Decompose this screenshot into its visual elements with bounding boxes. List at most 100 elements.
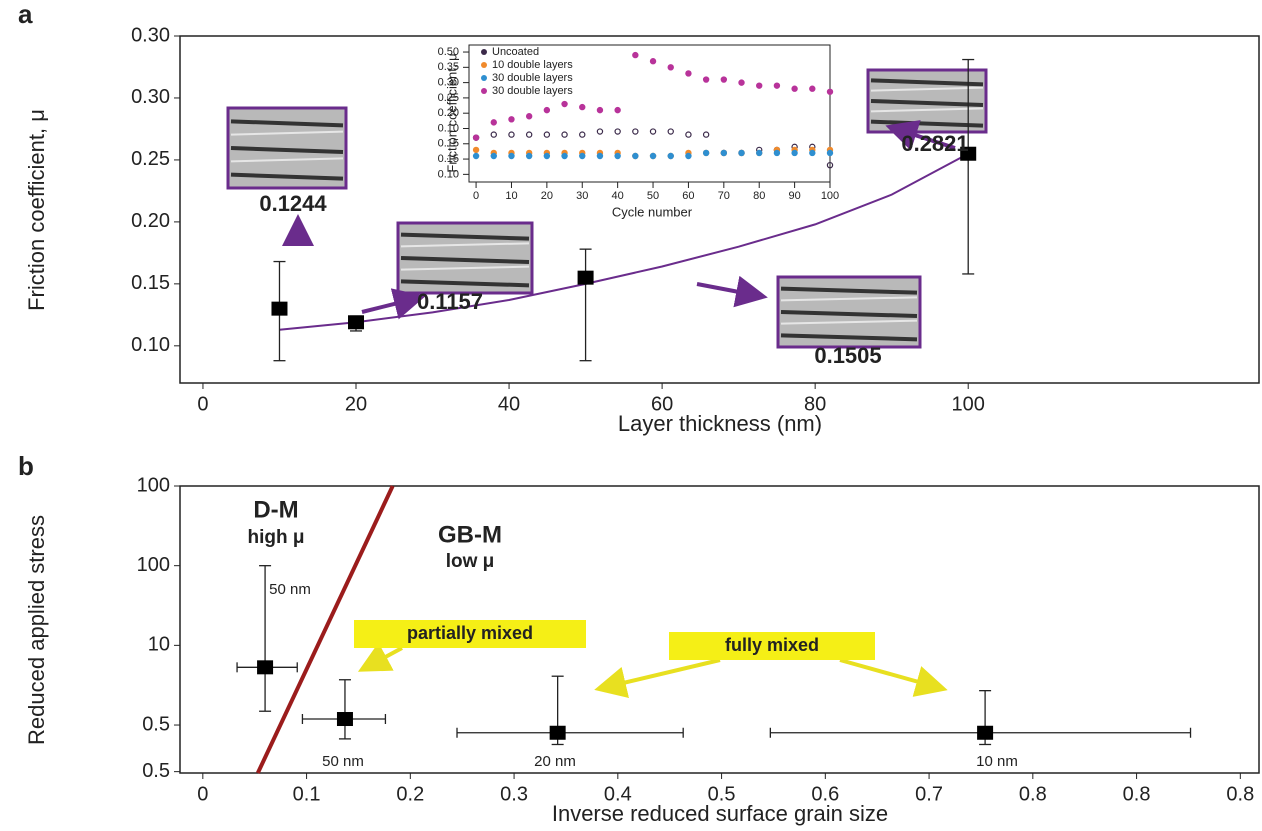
- x-tick-label: 0: [197, 393, 208, 415]
- arrow: [357, 642, 403, 672]
- data-point: [826, 88, 834, 95]
- y-tick-label: 0.5: [142, 760, 170, 782]
- annotation: 0.1244: [259, 191, 327, 216]
- x-tick-label: 100: [952, 393, 985, 415]
- data-point: [667, 128, 674, 135]
- x-tick-label: 0.1: [293, 783, 321, 805]
- data-point: [649, 58, 657, 65]
- y-tick-label: 0.20: [438, 107, 459, 119]
- x-tick-label: 80: [753, 190, 765, 202]
- micrograph-layer: [400, 279, 530, 288]
- data-point: [685, 70, 692, 77]
- data-point: [472, 152, 480, 160]
- data-point: [720, 149, 728, 157]
- point-label: 50 nm: [322, 753, 364, 770]
- data-point: [702, 149, 710, 157]
- annotation: 0.1505: [814, 343, 881, 368]
- data-point: [826, 161, 834, 169]
- micrograph-layer: [780, 286, 918, 295]
- data-point: [525, 131, 533, 138]
- plot-frame: [179, 485, 1260, 774]
- data-point: [702, 76, 710, 83]
- data-point: [508, 152, 515, 160]
- data-point: [348, 315, 365, 330]
- data-point: [257, 660, 274, 675]
- x-axis-title: Inverse reduced surface grain size: [552, 801, 888, 826]
- x-tick-label: 70: [718, 190, 730, 202]
- region: low μ: [446, 551, 495, 572]
- x-tick-label: 0: [473, 190, 479, 202]
- y-tick-label: 100: [137, 554, 170, 576]
- y-tick-label: 0.20: [131, 210, 170, 232]
- data-point: [561, 100, 568, 108]
- y-tick-label: 0.10: [438, 168, 459, 180]
- x-tick-label: 100: [821, 190, 839, 202]
- panel-label: a: [18, 0, 33, 29]
- region: D-M: [253, 496, 298, 523]
- point-label: 10 nm: [976, 753, 1018, 770]
- x-tick-label: 0.2: [396, 783, 424, 805]
- data-point: [271, 301, 288, 316]
- annotation: 0.1157: [417, 289, 483, 314]
- data-point: [649, 152, 657, 160]
- data-point: [685, 131, 692, 138]
- data-point: [685, 152, 692, 160]
- micrograph-layer: [780, 296, 918, 302]
- y-axis-title: Friction coefficient, μ: [24, 109, 49, 311]
- arrow: [696, 275, 768, 308]
- data-point: [614, 128, 621, 135]
- y-tick-label: 0.30: [131, 24, 170, 46]
- data-point: [549, 725, 566, 740]
- x-tick-label: 0.8: [1123, 783, 1151, 805]
- point-label: 20 nm: [534, 753, 576, 770]
- region: high μ: [248, 527, 305, 548]
- x-tick-label: 0.6: [811, 783, 839, 805]
- micrograph-layer: [230, 130, 344, 136]
- x-axis-title: Layer thickness (nm): [618, 411, 822, 436]
- data-point: [472, 134, 480, 141]
- data-point: [579, 131, 586, 138]
- fit-curve: [279, 152, 969, 331]
- y-tick-label: 0.10: [438, 122, 459, 134]
- data-point: [490, 119, 497, 126]
- data-point: [577, 270, 594, 285]
- arrow: [885, 120, 956, 151]
- x-tick-label: 60: [682, 190, 694, 202]
- y-tick-label: 0.30: [131, 86, 170, 108]
- micrograph-layer: [870, 86, 984, 92]
- micrograph-layer: [230, 119, 344, 128]
- micrograph-layer: [780, 319, 918, 325]
- data-point: [596, 152, 604, 160]
- micrograph-layer: [230, 146, 344, 154]
- micrograph-layer: [400, 265, 530, 271]
- legend-marker: [481, 62, 487, 68]
- x-tick-label: 0: [197, 783, 208, 805]
- x-tick-label: 0.8: [1226, 783, 1254, 805]
- data-point: [667, 64, 674, 71]
- data-point: [596, 128, 604, 135]
- x-tick-label: 90: [788, 190, 800, 202]
- x-tick-label: 0.7: [915, 783, 943, 805]
- y-axis-title: Friction coefficient, μ: [444, 53, 459, 172]
- y-axis-title: Reduced applied stress: [24, 515, 49, 745]
- data-point: [756, 82, 763, 89]
- legend-label: Uncoated: [492, 46, 539, 58]
- y-tick-label: 0.15: [131, 272, 170, 294]
- y-tick-label: 10: [148, 634, 170, 656]
- data-point: [791, 85, 798, 92]
- y-tick-label: 0.15: [438, 153, 459, 165]
- data-point: [490, 131, 497, 138]
- x-tick-label: 40: [498, 393, 520, 415]
- arrow: [839, 658, 948, 697]
- micrograph-layer: [870, 78, 984, 87]
- data-point: [543, 131, 551, 138]
- data-point: [632, 152, 639, 160]
- point-label: 50 nm: [269, 581, 311, 598]
- micrograph-layer: [230, 172, 344, 181]
- y-tick-label: 0.25: [131, 148, 170, 170]
- micrograph-layer: [400, 232, 530, 241]
- legend-marker: [481, 75, 487, 81]
- data-point: [773, 149, 781, 157]
- data-point: [561, 152, 568, 160]
